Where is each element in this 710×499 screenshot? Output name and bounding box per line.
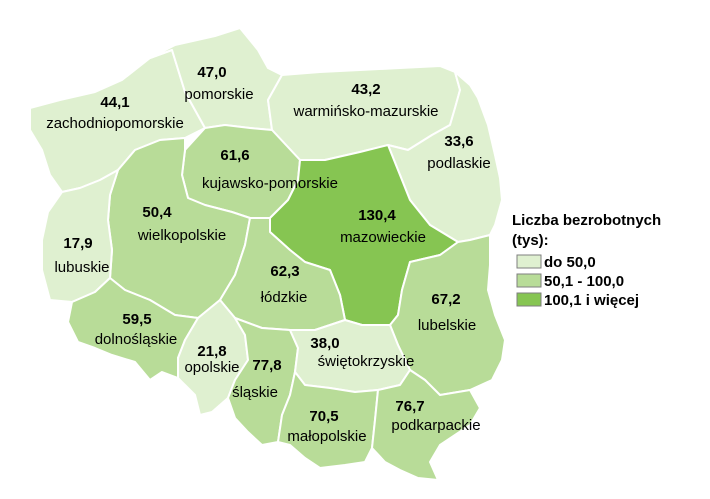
legend-label-low: do 50,0 (544, 254, 596, 271)
name-zachodniopomorskie: zachodniopomorskie (46, 115, 184, 132)
legend: Liczba bezrobotnych (tys): do 50,0 50,1 … (512, 212, 661, 309)
value-lubelskie: 67,2 (431, 291, 460, 308)
legend-swatch-mid (516, 273, 542, 288)
name-malopolskie: małopolskie (287, 428, 366, 445)
value-wielkopolskie: 50,4 (142, 204, 172, 221)
name-lubuskie: lubuskie (54, 259, 109, 276)
name-opolskie: opolskie (184, 359, 239, 376)
legend-label-mid: 50,1 - 100,0 (544, 273, 624, 290)
regions-layer (29, 27, 506, 481)
value-dolnoslaskie: 59,5 (122, 311, 151, 328)
value-warminsko-mazurskie: 43,2 (351, 81, 380, 98)
name-lubelskie: lubelskie (418, 317, 476, 334)
legend-title-line2: (tys): (512, 232, 549, 249)
region-labels-layer: 44,1 zachodniopomorskie 47,0 pomorskie 4… (46, 64, 490, 445)
name-kujawsko-pomorskie: kujawsko-pomorskie (202, 175, 338, 192)
name-slaskie: śląskie (232, 384, 278, 401)
value-pomorskie: 47,0 (197, 64, 226, 81)
legend-swatch-high (516, 292, 542, 307)
value-podkarpackie: 76,7 (395, 398, 424, 415)
legend-swatch-low (516, 254, 542, 269)
name-dolnoslaskie: dolnośląskie (95, 331, 178, 348)
name-warminsko-mazurskie: warmińsko-mazurskie (292, 103, 438, 120)
name-swietokrzyskie: świętokrzyskie (318, 353, 415, 370)
value-slaskie: 77,8 (252, 357, 281, 374)
name-wielkopolskie: wielkopolskie (137, 227, 226, 244)
name-podkarpackie: podkarpackie (391, 417, 480, 434)
legend-title-line1: Liczba bezrobotnych (512, 212, 661, 229)
value-kujawsko-pomorskie: 61,6 (220, 147, 249, 164)
value-zachodniopomorskie: 44,1 (100, 94, 129, 111)
region-podkarpackie (371, 369, 481, 481)
value-lubuskie: 17,9 (63, 235, 92, 252)
name-lodzkie: łódzkie (261, 289, 308, 306)
name-podlaskie: podlaskie (427, 155, 490, 172)
legend-label-high: 100,1 i więcej (544, 292, 639, 309)
value-malopolskie: 70,5 (309, 408, 338, 425)
name-mazowieckie: mazowieckie (340, 229, 426, 246)
value-mazowieckie: 130,4 (358, 207, 396, 224)
value-podlaskie: 33,6 (444, 133, 473, 150)
value-lodzkie: 62,3 (270, 263, 299, 280)
name-pomorskie: pomorskie (184, 86, 253, 103)
value-opolskie: 21,8 (197, 343, 226, 360)
value-swietokrzyskie: 38,0 (310, 335, 339, 352)
